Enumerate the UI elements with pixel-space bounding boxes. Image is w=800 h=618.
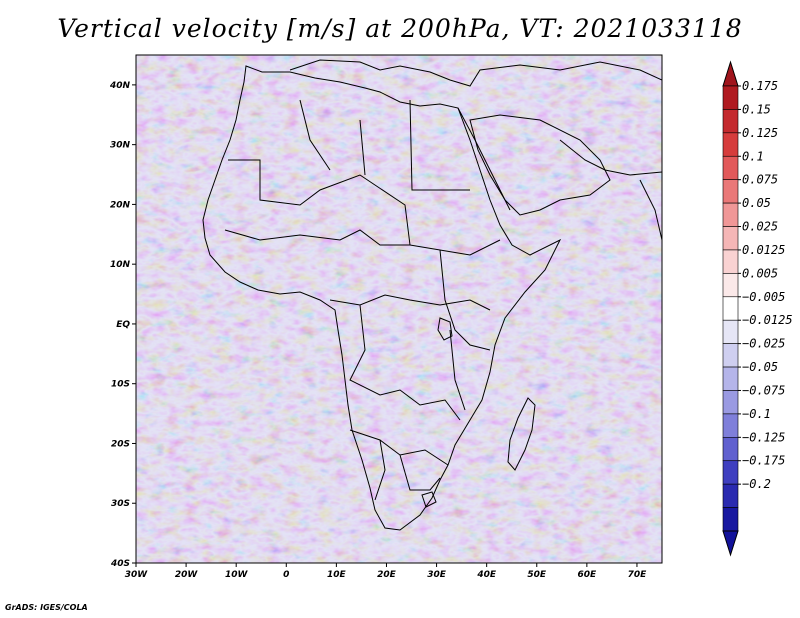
mediterranean-north: [289, 59, 662, 87]
colorbar-swatch: [722, 109, 739, 134]
colorbar-label: 0.005: [742, 266, 778, 280]
madagascar: [507, 397, 536, 471]
x-tick-label: 10W: [225, 570, 249, 580]
x-tick-label: 60E: [578, 570, 598, 580]
colorbar-swatch: [722, 366, 739, 391]
lesotho: [421, 491, 437, 508]
x-tick-label: 20E: [377, 570, 397, 580]
colorbar-swatch: [722, 85, 739, 110]
colorbar-swatch: [722, 390, 739, 415]
border-sahel: [224, 229, 501, 256]
y-tick-label: EQ: [116, 320, 130, 330]
colorbar-swatch: [722, 319, 739, 344]
colorbar-label: −0.005: [742, 290, 785, 304]
colorbar-top-arrow: [722, 60, 739, 87]
colorbar-label: −0.1: [742, 407, 771, 421]
border-south: [349, 429, 449, 501]
colorbar-label: −0.05: [742, 360, 778, 374]
colorbar-label: −0.2: [742, 477, 771, 491]
colorbar-label: 0.1: [742, 149, 764, 163]
colorbar-swatch: [722, 507, 739, 532]
coastlines-borders: [202, 59, 662, 531]
x-tick-label: 40E: [476, 570, 497, 580]
colorbar-swatch: [722, 202, 739, 227]
x-tick-label: 70E: [628, 570, 648, 580]
colorbar-swatch: [722, 273, 739, 298]
colorbar-label: 0.05: [742, 196, 771, 210]
colorbar-label: −0.0125: [742, 313, 793, 327]
arabia: [469, 114, 611, 216]
colorbar-label: 0.075: [742, 173, 778, 187]
x-tick-label: 30E: [427, 570, 447, 580]
border-north: [299, 99, 470, 191]
y-tick-label: 40N: [109, 81, 131, 91]
colorbar-swatch: [722, 296, 739, 321]
x-tick-label: 30W: [125, 570, 149, 580]
colorbar-label: −0.075: [742, 383, 785, 397]
colorbar-swatch: [722, 460, 739, 485]
y-tick-label: 20S: [111, 439, 130, 449]
y-tick-label: 10S: [111, 380, 130, 390]
x-tick-label: 0: [283, 570, 289, 580]
plot-frame: [135, 54, 663, 564]
x-tick-label: 10E: [327, 570, 347, 580]
y-tick-label: 10N: [110, 260, 131, 270]
colorbar-swatch: [722, 343, 739, 368]
colorbar-bottom-arrow: [722, 530, 739, 557]
x-axis: 30W 20W 10W 0 10E 20E 30E 40E 50E 60E 70E: [125, 563, 647, 580]
colorbar-swatch: [722, 155, 739, 180]
border-west-sahara: [228, 159, 411, 246]
y-axis: 40N 30N 20N 10N EQ 10S 20S 30S 40S: [109, 81, 136, 569]
colorbar-swatch: [722, 413, 739, 438]
grads-credit: GrADS: IGES/COLA: [5, 603, 88, 612]
colorbar-label: −0.025: [742, 337, 785, 351]
y-tick-label: 30N: [110, 141, 131, 151]
colorbar-label: 0.175: [742, 79, 778, 93]
y-tick-label: 40S: [110, 559, 130, 569]
colorbar-label: 0.025: [742, 220, 778, 234]
colorbar-swatch: [722, 483, 739, 508]
colorbar-label: 0.125: [742, 126, 778, 140]
border-east: [439, 249, 491, 411]
india-coast: [639, 179, 662, 241]
y-tick-label: 30S: [111, 499, 130, 509]
colorbar-swatch: [722, 179, 739, 204]
y-tick-label: 20N: [110, 200, 131, 210]
colorbar-label: 0.15: [742, 102, 771, 116]
colorbar-swatch: [722, 226, 739, 251]
map-title: Vertical velocity [m/s] at 200hPa, VT: 2…: [57, 14, 743, 43]
great-lakes: [437, 317, 453, 341]
colorbar-label: 0.0125: [742, 243, 785, 257]
colorbar-swatch: [722, 249, 739, 274]
colorbar-label: −0.125: [742, 430, 785, 444]
persian-gulf: [559, 139, 662, 176]
x-tick-label: 20W: [175, 570, 199, 580]
x-tick-label: 50E: [527, 570, 547, 580]
colorbar-label: −0.175: [742, 454, 785, 468]
colorbar-swatch: [722, 132, 739, 157]
border-central: [329, 294, 491, 421]
velocity-field: [136, 55, 662, 563]
colorbar-swatch: [722, 437, 739, 462]
colorbar: 0.175 0.15 0.125 0.1 0.075 0.05 0.025 0.0125 0.0…: [722, 60, 793, 557]
red-sea: [457, 107, 511, 211]
